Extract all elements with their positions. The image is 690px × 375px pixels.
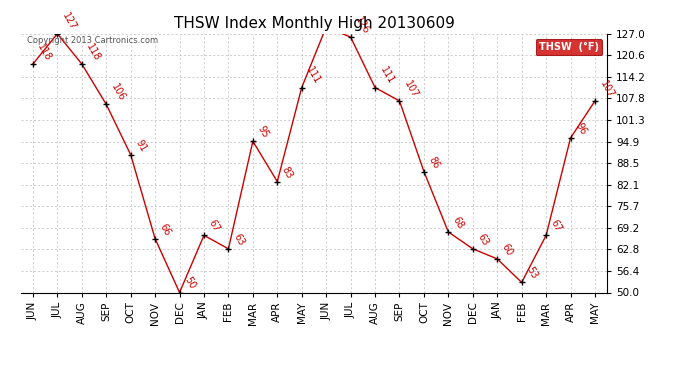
Text: 63: 63 bbox=[475, 232, 491, 248]
Text: 53: 53 bbox=[524, 266, 540, 281]
Text: 63: 63 bbox=[231, 232, 246, 248]
Text: 107: 107 bbox=[598, 78, 615, 100]
Text: 127: 127 bbox=[60, 11, 78, 32]
Text: 91: 91 bbox=[133, 138, 148, 153]
Text: 67: 67 bbox=[549, 218, 564, 234]
Text: 111: 111 bbox=[304, 65, 322, 86]
Text: 67: 67 bbox=[207, 218, 221, 234]
Text: 95: 95 bbox=[255, 124, 270, 140]
Text: 96: 96 bbox=[573, 121, 588, 136]
Text: 68: 68 bbox=[451, 215, 466, 231]
Title: THSW Index Monthly High 20130609: THSW Index Monthly High 20130609 bbox=[173, 16, 455, 31]
Text: 60: 60 bbox=[500, 242, 515, 258]
Text: 50: 50 bbox=[182, 275, 197, 291]
Text: 118: 118 bbox=[85, 42, 102, 63]
Text: 66: 66 bbox=[158, 222, 172, 237]
Text: 118: 118 bbox=[36, 42, 54, 63]
Text: Copyright 2013 Cartronics.com: Copyright 2013 Cartronics.com bbox=[26, 36, 158, 45]
Text: 83: 83 bbox=[280, 165, 295, 180]
Text: 126: 126 bbox=[353, 15, 371, 36]
Text: 107: 107 bbox=[402, 78, 420, 100]
Text: 106: 106 bbox=[109, 82, 127, 103]
Text: 129: 129 bbox=[0, 374, 1, 375]
Text: 111: 111 bbox=[378, 65, 395, 86]
Text: 86: 86 bbox=[426, 154, 442, 170]
Legend: THSW  (°F): THSW (°F) bbox=[535, 39, 602, 56]
